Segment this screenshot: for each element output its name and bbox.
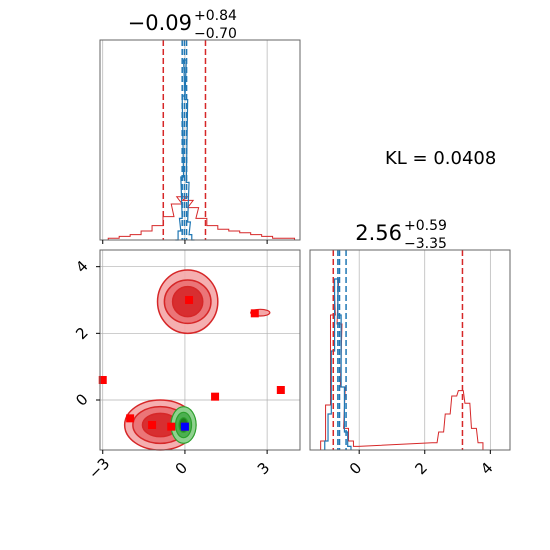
y-tick-label: 0 (72, 390, 91, 409)
red-marker (167, 422, 176, 431)
bottom-right-histogram-panel: 2.56 +0.59 −3.35 0 2 4 (309, 218, 511, 478)
red-marker (211, 392, 220, 401)
bottom-left-frame (99, 249, 301, 451)
x-tick-label: 3 (254, 459, 273, 478)
y-tick-label: 4 (72, 257, 91, 276)
red-marker (185, 296, 194, 304)
x-tick-label: 4 (477, 459, 496, 478)
panel-title-minus: −0.70 (194, 26, 237, 42)
blue-marker (180, 422, 189, 431)
red-marker (126, 414, 135, 423)
x-tick-label: −3 (85, 454, 113, 482)
red-marker (148, 421, 157, 429)
red-marker (250, 309, 259, 318)
x-tick-label: 2 (411, 459, 430, 478)
bottom-right-frame (309, 249, 511, 451)
top-left-histogram-panel: −0.09 +0.84 −0.70 (99, 8, 301, 244)
x-tick-label: 0 (346, 459, 365, 478)
panel-title-plus: +0.59 (404, 218, 447, 234)
x-tick-label: 0 (172, 459, 191, 478)
kl-label: KL = 0.0408 (385, 148, 496, 169)
panel-title-minus: −3.35 (404, 236, 447, 252)
red-marker (276, 386, 285, 394)
red-histogram (107, 196, 296, 240)
bottom-left-2d-panel: −3 0 3 0 2 4 (72, 249, 301, 483)
top-left-frame (99, 39, 301, 241)
panel-title-value: 2.56 (355, 221, 402, 245)
y-tick-label: 2 (72, 324, 91, 343)
panel-title-value: −0.09 (128, 11, 192, 35)
red-marker (98, 376, 107, 384)
panel-title-plus: +0.84 (194, 8, 237, 24)
